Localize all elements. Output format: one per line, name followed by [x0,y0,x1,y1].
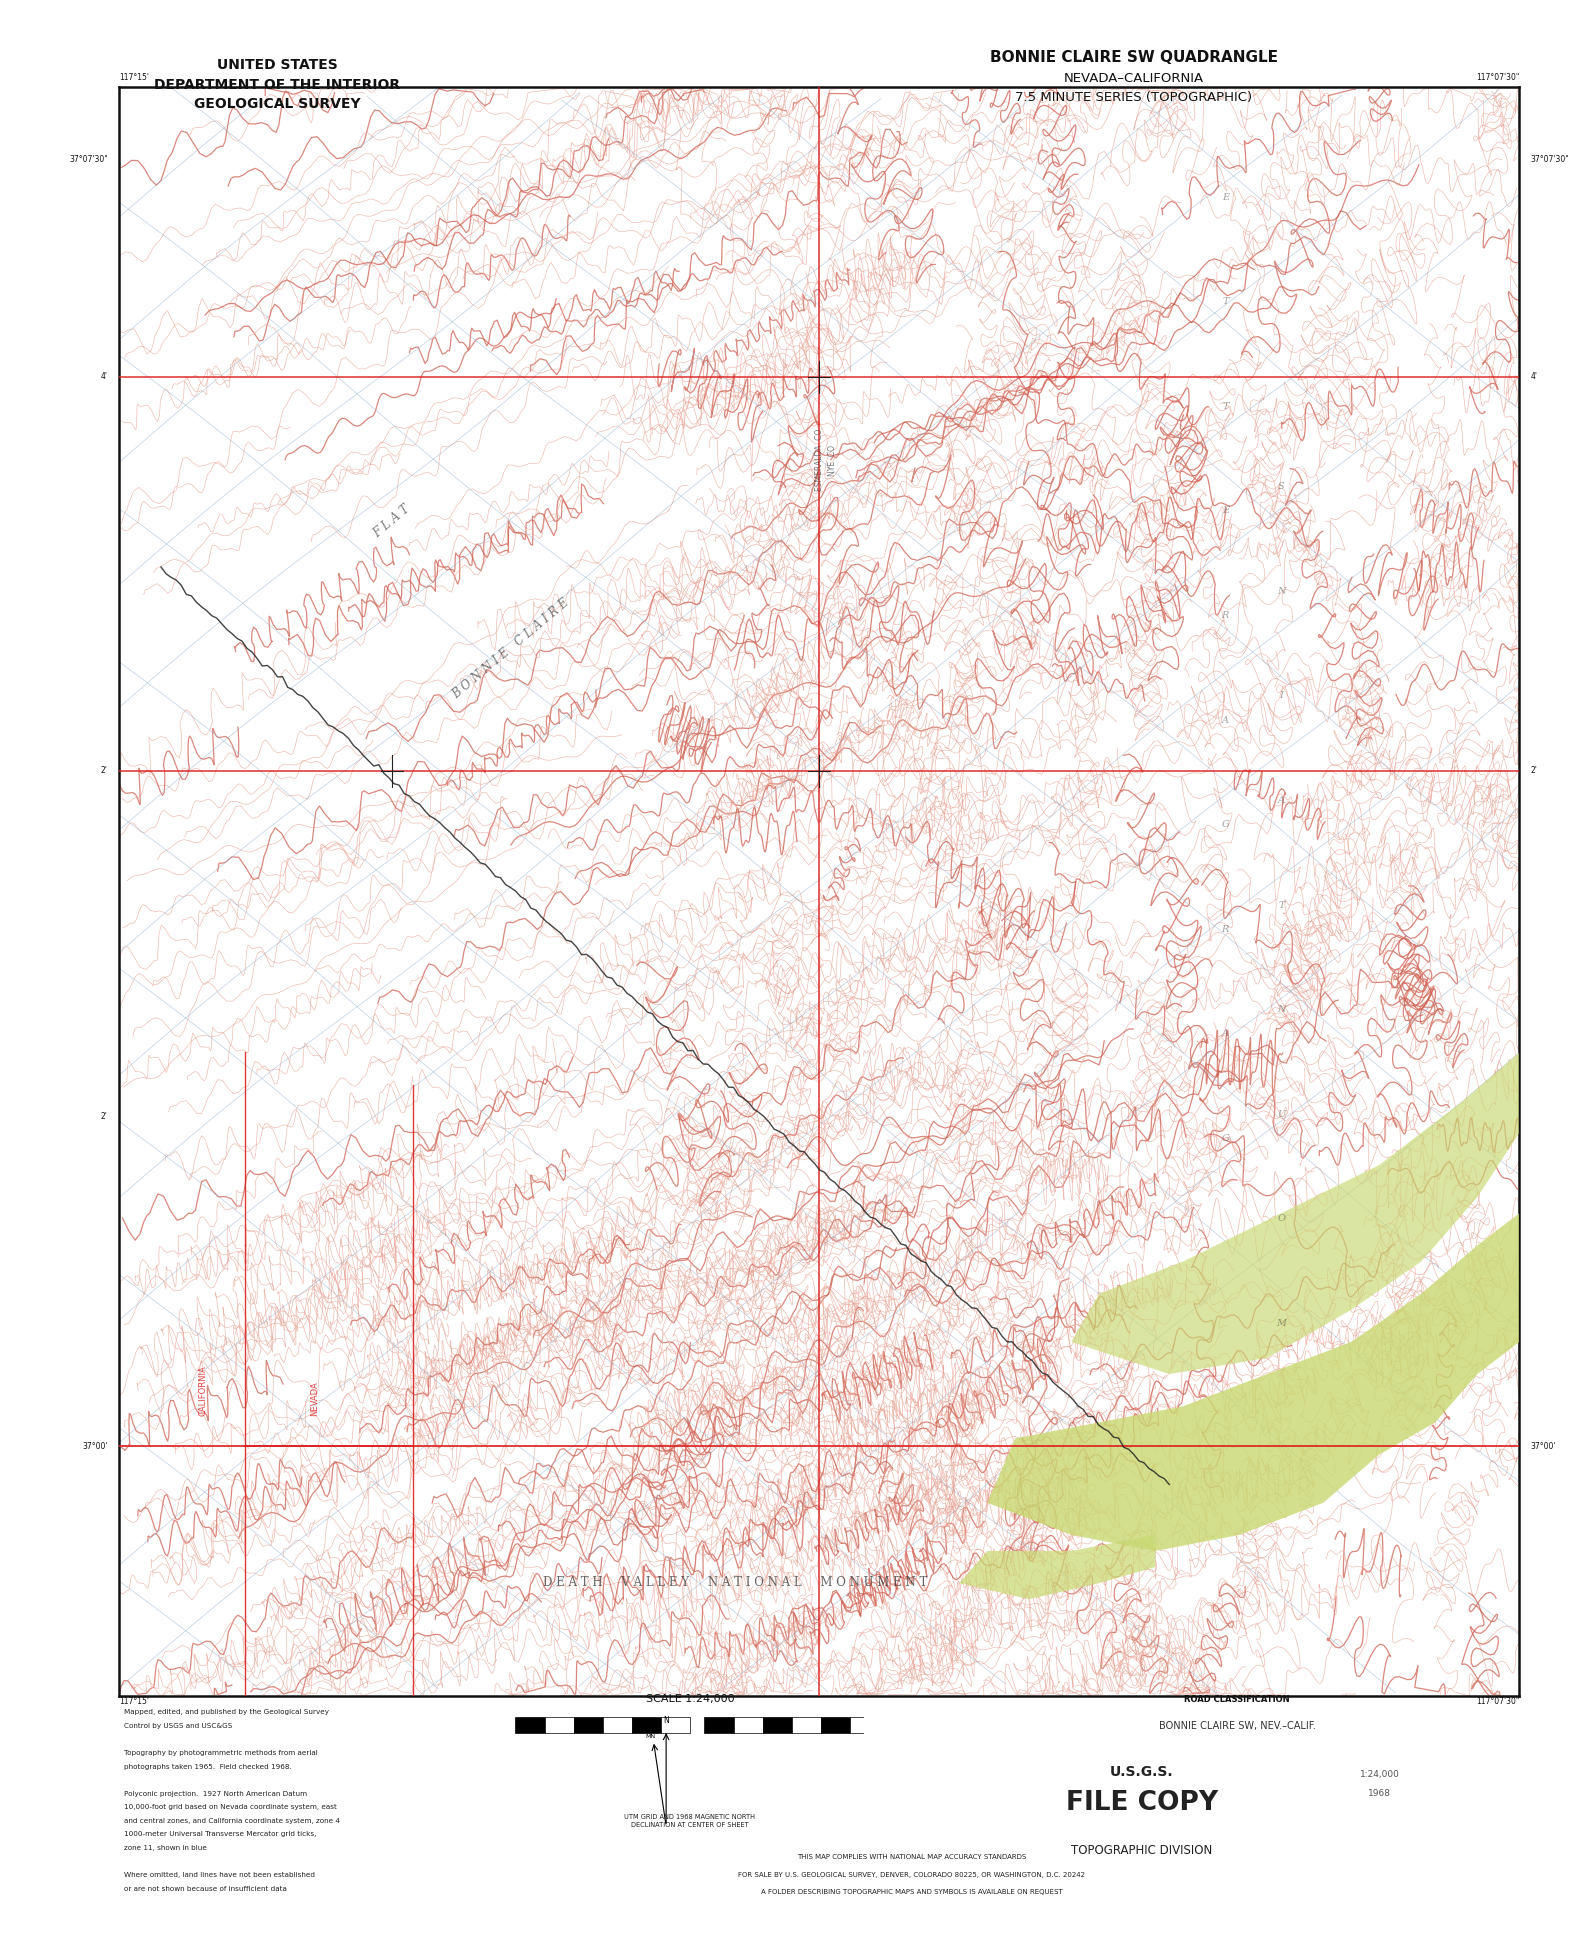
Text: 37°00': 37°00' [82,1442,108,1452]
Text: ESMERALDA  CO
NYE  CO: ESMERALDA CO NYE CO [815,428,837,492]
Text: O: O [1277,1215,1285,1223]
Text: R: R [1221,610,1229,620]
Bar [791,1717,822,1733]
Bar [734,1717,763,1733]
Text: zone 11, shown in blue: zone 11, shown in blue [124,1845,206,1851]
Text: 1968: 1968 [1369,1789,1391,1798]
Text: A: A [1221,1029,1229,1039]
Bar [603,1717,631,1733]
Text: S: S [1278,483,1285,492]
Text: M: M [1277,1318,1286,1328]
Bar [661,1717,690,1733]
Text: DEPARTMENT OF THE INTERIOR: DEPARTMENT OF THE INTERIOR [154,78,401,91]
Text: FILE COPY: FILE COPY [1066,1791,1218,1816]
Text: TOPOGRAPHIC DIVISION: TOPOGRAPHIC DIVISION [1071,1843,1213,1857]
Text: A: A [1278,797,1285,804]
Text: Where omitted, land lines have not been established: Where omitted, land lines have not been … [124,1872,314,1878]
Text: A: A [1221,715,1229,725]
Text: 1:24,000: 1:24,000 [1359,1769,1400,1779]
Text: 117°15': 117°15' [119,1698,149,1705]
Text: CALIFORNIA: CALIFORNIA [198,1366,208,1417]
Text: 117°07'30": 117°07'30" [1477,74,1519,81]
Polygon shape [960,1535,1155,1599]
Bar [850,1717,879,1733]
Text: U: U [1277,1110,1285,1118]
Bar [822,1717,850,1733]
Text: 117°15': 117°15' [119,74,149,81]
Bar [704,1717,734,1733]
Text: BONNIE CLAIRE SW, NEV.–CALIF.: BONNIE CLAIRE SW, NEV.–CALIF. [1159,1721,1315,1731]
Text: 1000-meter Universal Transverse Mercator grid ticks,: 1000-meter Universal Transverse Mercator… [124,1831,316,1837]
Text: T: T [1278,901,1285,909]
Polygon shape [986,1213,1519,1550]
Text: B O N N I E   C L A I R E: B O N N I E C L A I R E [450,597,573,702]
Bar [763,1717,791,1733]
Text: Mapped, edited, and published by the Geological Survey: Mapped, edited, and published by the Geo… [124,1709,328,1715]
Text: D E A T H     V A L L E Y     N A T I O N A L     M O N U M E N T: D E A T H V A L L E Y N A T I O N A L M … [542,1576,928,1589]
Polygon shape [1071,1052,1519,1374]
Text: NEVADA–CALIFORNIA: NEVADA–CALIFORNIA [1064,72,1204,85]
Bar [544,1717,574,1733]
Text: Control by USGS and USC&GS: Control by USGS and USC&GS [124,1723,232,1729]
Bar [515,1717,544,1733]
Text: 7.5 MINUTE SERIES (TOPOGRAPHIC): 7.5 MINUTE SERIES (TOPOGRAPHIC) [1015,91,1253,105]
Text: I: I [1280,692,1283,700]
Text: 10,000-foot grid based on Nevada coordinate system, east: 10,000-foot grid based on Nevada coordin… [124,1804,336,1810]
Text: E: E [1221,506,1229,516]
Text: G: G [1221,820,1229,829]
Text: or are not shown because of insufficient data: or are not shown because of insufficient… [124,1886,287,1891]
Text: 2': 2' [102,1112,108,1122]
Text: 37°07'30": 37°07'30" [70,155,108,165]
Text: photographs taken 1965.  Field checked 1968.: photographs taken 1965. Field checked 19… [124,1764,292,1769]
Text: T: T [1223,297,1229,306]
Text: 37°07'30": 37°07'30" [1530,155,1569,165]
Text: A FOLDER DESCRIBING TOPOGRAPHIC MAPS AND SYMBOLS IS AVAILABLE ON REQUEST: A FOLDER DESCRIBING TOPOGRAPHIC MAPS AND… [761,1890,1063,1895]
Text: 4': 4' [102,372,108,382]
Text: SCALE 1:24,000: SCALE 1:24,000 [646,1694,734,1704]
Text: 37°00': 37°00' [1530,1442,1556,1452]
Text: 2': 2' [102,766,108,775]
Text: Polyconic projection.  1927 North American Datum: Polyconic projection. 1927 North America… [124,1791,306,1797]
Bar [631,1717,661,1733]
Text: GEOLOGICAL SURVEY: GEOLOGICAL SURVEY [193,97,362,110]
Text: 4': 4' [1530,372,1537,382]
Text: BONNIE CLAIRE SW QUADRANGLE: BONNIE CLAIRE SW QUADRANGLE [990,50,1278,66]
Text: 2': 2' [1530,766,1537,775]
Text: FOR SALE BY U.S. GEOLOGICAL SURVEY, DENVER, COLORADO 80225, OR WASHINGTON, D.C. : FOR SALE BY U.S. GEOLOGICAL SURVEY, DENV… [739,1872,1085,1878]
Text: and central zones, and California coordinate system, zone 4: and central zones, and California coordi… [124,1818,339,1824]
Text: NEVADA: NEVADA [311,1382,319,1417]
Text: MN: MN [646,1735,655,1738]
Text: R: R [1221,924,1229,934]
Text: G: G [1221,1134,1229,1143]
Text: 117°07'30": 117°07'30" [1477,1698,1519,1705]
Text: UTM GRID AND 1968 MAGNETIC NORTH
DECLINATION AT CENTER OF SHEET: UTM GRID AND 1968 MAGNETIC NORTH DECLINA… [625,1814,755,1828]
Text: Topography by photogrammetric methods from aerial: Topography by photogrammetric methods fr… [124,1750,317,1756]
Text: N: N [1277,587,1286,595]
Bar [574,1717,603,1733]
Text: E: E [1221,192,1229,202]
Text: THIS MAP COMPLIES WITH NATIONAL MAP ACCURACY STANDARDS: THIS MAP COMPLIES WITH NATIONAL MAP ACCU… [798,1855,1026,1860]
Text: N: N [1277,1006,1286,1014]
Text: UNITED STATES: UNITED STATES [217,58,338,72]
Text: U.S.G.S.: U.S.G.S. [1110,1766,1174,1779]
Text: ROAD CLASSIFICATION: ROAD CLASSIFICATION [1185,1694,1289,1704]
Text: F L A T: F L A T [371,502,412,541]
Text: T: T [1223,401,1229,411]
Text: N: N [663,1715,669,1725]
